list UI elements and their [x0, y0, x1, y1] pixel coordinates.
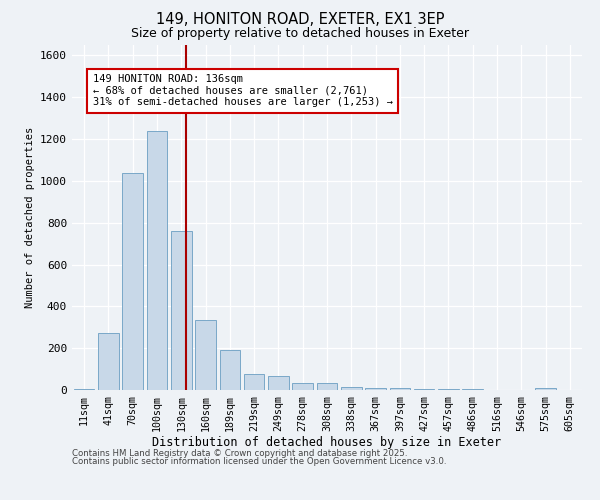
Text: Size of property relative to detached houses in Exeter: Size of property relative to detached ho… [131, 28, 469, 40]
Bar [268, 376, 289, 390]
Bar [317, 382, 337, 390]
Text: 149, HONITON ROAD, EXETER, EX1 3EP: 149, HONITON ROAD, EXETER, EX1 3EP [156, 12, 444, 28]
Y-axis label: Number of detached properties: Number of detached properties [25, 127, 35, 308]
Bar [74, 389, 94, 390]
Bar [414, 389, 434, 390]
Text: 149 HONITON ROAD: 136sqm
← 68% of detached houses are smaller (2,761)
31% of sem: 149 HONITON ROAD: 136sqm ← 68% of detach… [92, 74, 392, 108]
Bar [244, 374, 265, 390]
Bar [195, 320, 216, 390]
Bar [220, 350, 240, 390]
Text: Contains public sector information licensed under the Open Government Licence v3: Contains public sector information licen… [72, 457, 446, 466]
Bar [122, 172, 143, 390]
Bar [98, 332, 119, 390]
Bar [146, 130, 167, 390]
X-axis label: Distribution of detached houses by size in Exeter: Distribution of detached houses by size … [152, 436, 502, 450]
Text: Contains HM Land Registry data © Crown copyright and database right 2025.: Contains HM Land Registry data © Crown c… [72, 448, 407, 458]
Bar [365, 388, 386, 390]
Bar [535, 388, 556, 390]
Bar [341, 387, 362, 390]
Bar [389, 388, 410, 390]
Bar [292, 382, 313, 390]
Bar [171, 231, 191, 390]
